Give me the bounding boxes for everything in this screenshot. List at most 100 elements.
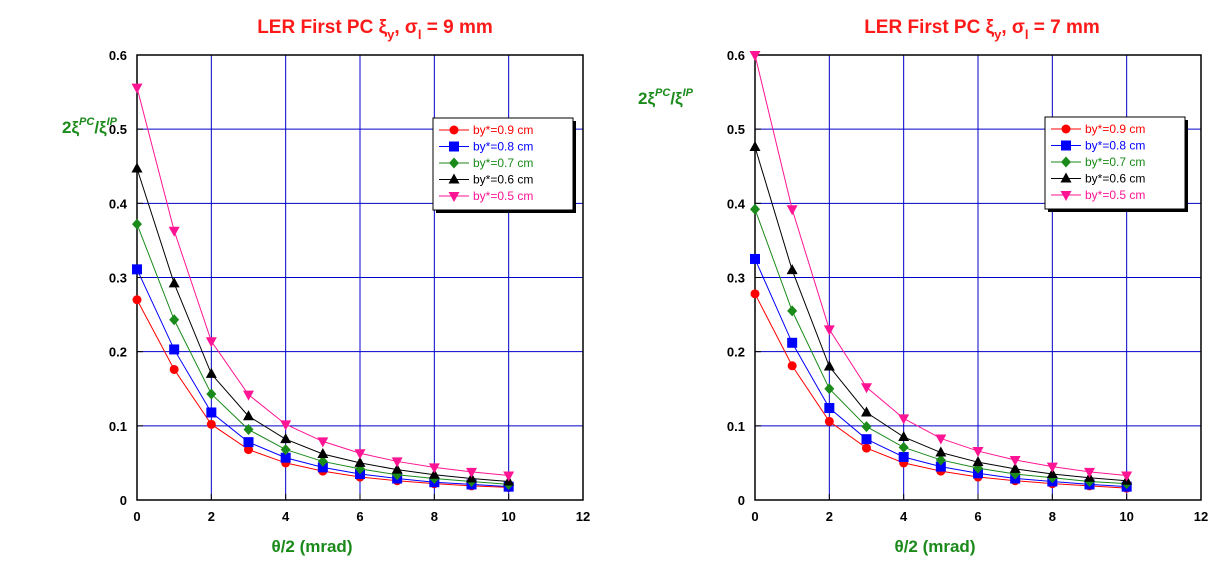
data-point [244,445,253,455]
data-point [862,443,871,453]
data-point [1121,471,1133,482]
data-point [205,337,217,348]
legend-entry-label: by*=0.7 cm [1085,155,1145,169]
data-point [823,325,835,336]
data-point [823,360,835,371]
data-point [391,463,403,474]
x-tick-label: 10 [501,509,515,524]
y-axis-label: 2ξPC/ξIP [62,116,118,137]
y-tick-label: 0.1 [109,419,127,434]
data-point [317,437,329,448]
data-point [354,456,366,467]
data-point [898,430,910,441]
data-point [750,253,760,264]
y-tick-label: 0.2 [109,345,127,360]
x-tick-label: 2 [208,509,215,524]
data-point [132,264,142,275]
data-point [935,446,947,457]
legend-swatch-marker [448,192,460,202]
y-tick-label: 0.3 [727,271,745,286]
legend-entry-label: by*=0.6 cm [1085,172,1145,186]
legend-swatch-marker [449,125,459,135]
x-tick-label: 4 [900,509,908,524]
data-point [317,448,329,459]
legend-entry-label: by*=0.8 cm [1085,139,1145,153]
data-point [317,462,328,473]
x-tick-label: 8 [431,509,438,524]
data-point [466,467,477,478]
data-point [898,414,910,425]
data-point [824,403,835,414]
series-2 [750,203,1132,490]
data-point [280,433,292,444]
data-point [280,444,291,456]
data-point [132,295,142,305]
x-tick-label: 8 [1049,509,1056,524]
data-point [131,83,143,94]
y-tick-label: 0.6 [109,48,127,63]
data-point [750,289,760,299]
data-point [786,205,798,216]
data-point [898,451,909,462]
data-point [206,388,217,400]
data-point [317,455,328,467]
data-point [1046,462,1058,473]
legend-entry-label: by*=0.9 cm [473,123,533,137]
x-tick-label: 0 [133,509,140,524]
data-point [243,437,254,448]
data-point [749,51,761,61]
y-tick-label: 0.3 [109,271,127,286]
chart-title: LER First PC ξy, σl = 7 mm [864,17,1100,42]
data-point [168,277,180,288]
legend-swatch-marker [1061,140,1071,151]
y-tick-label: 0.2 [727,345,745,360]
y-tick-label: 0.4 [727,196,746,211]
y-axis-label: 2ξPC/ξIP [638,87,694,108]
data-point [935,454,946,466]
legend-swatch-marker [448,173,460,184]
data-point [749,140,761,151]
data-point [243,390,254,401]
data-point [824,416,834,426]
x-tick-label: 12 [1194,509,1208,524]
legend-swatch-marker [449,157,459,169]
legend-swatch-marker [1061,156,1071,168]
series-3 [131,162,515,486]
data-point [972,447,984,458]
x-tick-label: 6 [974,509,981,524]
series-4 [749,51,1133,482]
y-tick-label: 0.5 [109,122,127,137]
data-point [898,441,909,453]
y-tick-label: 0.6 [727,48,745,63]
data-point [131,162,143,173]
data-point [861,406,872,417]
data-point [280,452,291,463]
data-point [243,424,254,436]
legend-entry-label: by*=0.7 cm [473,156,533,170]
data-point [1084,467,1095,478]
x-axis-label: θ/2 (mrad) [272,537,353,556]
data-point [503,471,515,482]
data-point [391,457,403,468]
x-tick-label: 0 [751,509,758,524]
chart-title: LER First PC ξy, σl = 9 mm [257,17,493,42]
data-point [206,419,216,429]
x-tick-label: 4 [282,509,290,524]
legend-entry-label: by*=0.8 cm [473,140,533,154]
x-tick-label: 6 [356,509,363,524]
data-point [243,410,254,421]
legend-swatch-marker [1060,191,1072,201]
legend-entry-label: by*=0.5 cm [1085,188,1145,202]
x-axis-label: θ/2 (mrad) [895,537,976,556]
data-point [935,434,947,445]
legend-entry-label: by*=0.9 cm [1085,122,1145,136]
series-4 [131,83,515,482]
data-point [206,407,217,418]
legend: by*=0.9 cm by*=0.8 cm by*=0.7 cm by*=0.6 cm… [1044,116,1188,212]
data-point [1009,455,1021,466]
data-point [169,314,180,326]
data-point [168,226,180,237]
data-point [861,383,872,394]
y-tick-label: 0 [120,493,127,508]
data-point [132,218,142,230]
